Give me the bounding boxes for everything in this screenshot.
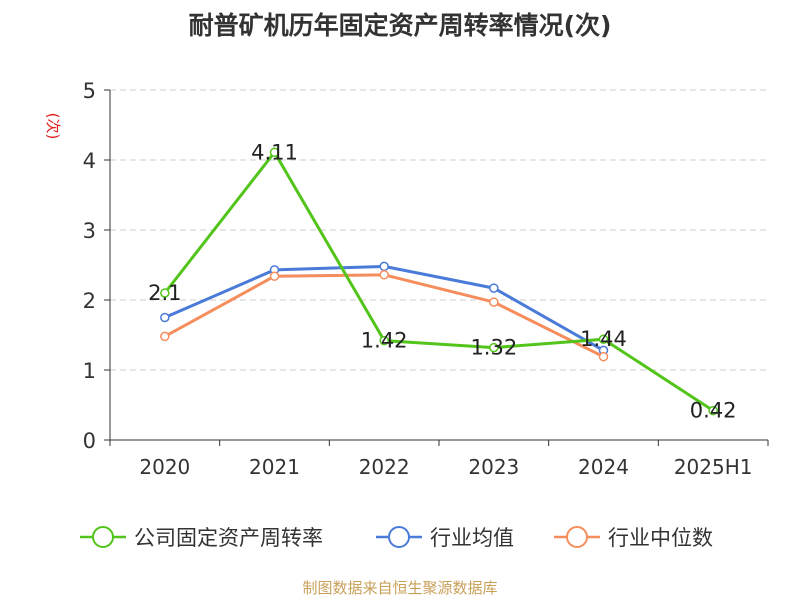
data-point xyxy=(160,312,170,323)
data-point xyxy=(489,342,499,353)
y-tick-label: 1 xyxy=(83,359,96,383)
legend-label: 公司固定资产周转率 xyxy=(134,526,323,550)
legend-marker xyxy=(92,526,114,548)
x-tick-label: 2024 xyxy=(578,455,629,479)
data-label: 4.11 xyxy=(251,140,298,164)
data-point xyxy=(379,335,389,346)
y-tick-label: 2 xyxy=(83,289,96,313)
data-label: 0.42 xyxy=(690,399,737,423)
data-point xyxy=(160,331,170,342)
y-axis-label: (次) xyxy=(44,113,62,140)
x-tick-label: 2020 xyxy=(139,455,190,479)
data-point xyxy=(598,351,609,362)
data-point xyxy=(379,261,389,272)
x-tick-label: 2025H1 xyxy=(674,455,753,479)
x-tick-label: 2021 xyxy=(249,455,300,479)
data-label: 2.1 xyxy=(148,281,181,305)
y-tick-label: 5 xyxy=(83,79,96,103)
data-point xyxy=(269,147,280,158)
data-label: 1.32 xyxy=(470,336,517,360)
data-point xyxy=(379,270,389,280)
data-label: 1.44 xyxy=(580,327,627,351)
legend-marker xyxy=(388,526,410,548)
legend-label: 行业中位数 xyxy=(608,526,713,550)
data-point xyxy=(269,271,280,281)
data-point xyxy=(489,297,499,307)
y-tick-label: 3 xyxy=(83,219,96,243)
data-point xyxy=(160,288,170,298)
legend-marker xyxy=(566,526,588,548)
y-tick-label: 4 xyxy=(83,149,96,173)
y-tick-label: 0 xyxy=(83,429,96,453)
x-tick-label: 2022 xyxy=(359,455,410,479)
data-label: 1.42 xyxy=(361,329,408,353)
legend-label: 行业均值 xyxy=(430,526,514,550)
chart-title: 耐普矿机历年固定资产周转率情况(次) xyxy=(188,11,612,40)
data-point xyxy=(708,405,718,416)
data-point xyxy=(598,334,609,344)
source-note: 制图数据来自恒生聚源数据库 xyxy=(302,579,498,597)
data-point xyxy=(489,283,499,293)
series-line xyxy=(163,150,714,412)
x-tick-label: 2023 xyxy=(468,455,519,479)
